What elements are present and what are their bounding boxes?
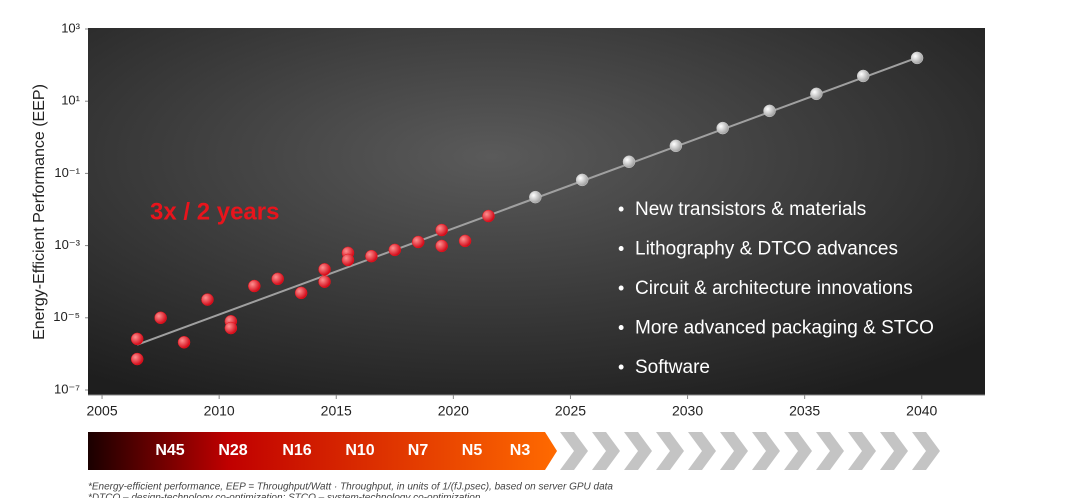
- node-label: N28: [218, 442, 247, 459]
- bullet: Software: [635, 357, 710, 378]
- point: [575, 173, 589, 187]
- chevron: [752, 432, 780, 470]
- y-axis-label: Energy-Efficient Performance (EEP): [31, 84, 48, 340]
- point: [669, 139, 683, 153]
- bullet: Lithography & DTCO advances: [635, 239, 898, 260]
- y-tick-label: 10⁻⁵: [53, 309, 80, 324]
- bullet-marker: •: [618, 317, 624, 337]
- node-label: N16: [282, 442, 311, 459]
- bullet: New transistors & materials: [635, 199, 866, 220]
- node-label: N10: [345, 442, 374, 459]
- footnote: *Energy-efficient performance, EEP = Thr…: [88, 482, 613, 493]
- point: [224, 321, 238, 335]
- bullet-marker: •: [618, 199, 624, 219]
- point: [763, 104, 776, 118]
- point: [248, 279, 261, 293]
- point: [529, 190, 542, 204]
- chevron: [912, 432, 940, 470]
- point: [318, 263, 331, 276]
- bullet: Circuit & architecture innovations: [635, 278, 913, 299]
- point: [435, 239, 448, 253]
- x-tick-label: 2010: [204, 403, 235, 419]
- point: [411, 235, 425, 249]
- trend-line: [136, 56, 918, 346]
- node-label: N3: [510, 442, 531, 459]
- bullet-marker: •: [618, 278, 624, 298]
- chevron: [816, 432, 844, 470]
- point: [130, 352, 144, 366]
- chevron: [848, 432, 876, 470]
- chevrons: [560, 432, 940, 470]
- chevron: [720, 432, 748, 470]
- node-arrow: [88, 432, 557, 470]
- x-tick-label: 2025: [555, 403, 586, 419]
- x-tick-label: 2035: [789, 403, 820, 419]
- node-label: N7: [408, 442, 429, 459]
- y-tick-label: 10⁻¹: [54, 165, 80, 180]
- point: [810, 87, 823, 101]
- point: [177, 336, 191, 349]
- point: [622, 155, 636, 169]
- y-tick-label: 10⁻³: [54, 237, 80, 252]
- point: [318, 275, 331, 288]
- x-tick-label: 2020: [438, 403, 469, 419]
- bullet-marker: •: [618, 238, 624, 258]
- point: [388, 243, 402, 257]
- chevron: [624, 432, 652, 470]
- nodes: N45 N28 N16 N10 N7 N5 N3: [155, 442, 530, 459]
- point: [341, 253, 355, 267]
- chevron: [656, 432, 684, 470]
- node-label: N5: [462, 442, 483, 459]
- x-tick-label: 2015: [321, 403, 352, 419]
- footnote: *DTCO – design-technology co-optimizatio…: [88, 493, 481, 498]
- point: [154, 311, 167, 325]
- annotation: 3x / 2 years: [150, 198, 279, 225]
- x-tick-label: 2030: [672, 403, 703, 419]
- chevron: [592, 432, 620, 470]
- bullet: More advanced packaging & STCO: [635, 318, 934, 339]
- point: [910, 51, 924, 65]
- point: [130, 332, 144, 346]
- x-tick-label: 2040: [906, 403, 937, 419]
- x-tick-label: 2005: [86, 403, 117, 419]
- point: [271, 272, 284, 286]
- point: [482, 209, 495, 223]
- point: [435, 223, 448, 237]
- y-tick-label: 10³: [61, 20, 80, 35]
- plot-background: [88, 28, 985, 395]
- point: [294, 286, 308, 300]
- point: [365, 249, 378, 263]
- point: [856, 69, 870, 83]
- y-tick-label: 10⁻⁷: [54, 381, 80, 396]
- point: [458, 234, 472, 248]
- chevron: [688, 432, 716, 470]
- chevron: [880, 432, 908, 470]
- y-tick-label: 10¹: [61, 93, 80, 108]
- point: [201, 293, 214, 306]
- bullet-marker: •: [618, 357, 624, 377]
- chevron: [784, 432, 812, 470]
- point: [716, 121, 729, 135]
- node-label: N45: [155, 442, 184, 459]
- chevron: [560, 432, 588, 470]
